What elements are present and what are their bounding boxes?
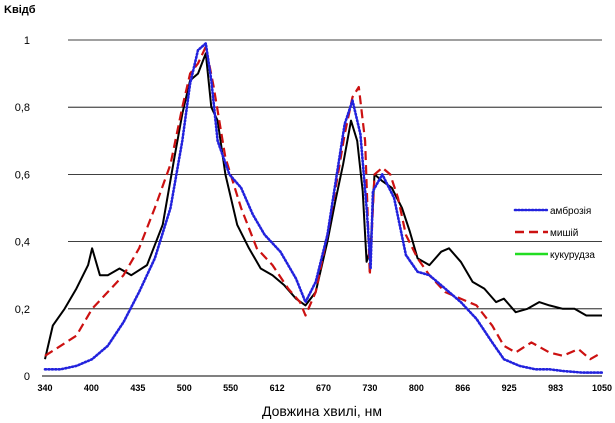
y-tick-label: 0,4	[15, 237, 30, 249]
y-axis-label: Kвідб	[4, 4, 36, 16]
y-tick-label: 0	[24, 371, 30, 383]
legend-entry: амброзія	[550, 205, 591, 217]
x-tick-labels: 340 400 435 500 550 612 670 730 800 866 925 983 1050	[37, 383, 612, 393]
series-line-2	[44, 52, 602, 360]
gridlines	[68, 39, 602, 310]
x-tick-label: 340	[37, 383, 52, 393]
series-line-0	[43, 42, 604, 374]
x-tick-label: 983	[548, 383, 563, 393]
y-tick-label: 0,8	[15, 102, 30, 114]
legend-entry: мишій	[550, 228, 578, 239]
y-tick-label: 0,6	[15, 169, 30, 181]
y-tick-label: 0,2	[15, 304, 30, 316]
x-tick-label: 800	[409, 383, 424, 393]
x-tick-label: 435	[130, 383, 145, 393]
y-tick-label: 1	[24, 35, 30, 47]
x-axis-label: Довжина хвилі, нм	[262, 403, 382, 419]
x-tick-label: 670	[316, 383, 331, 393]
x-tick-label: 866	[455, 383, 470, 393]
x-tick-label: 550	[223, 383, 238, 393]
x-tick-label: 500	[177, 383, 192, 393]
legend-entry: кукурудза	[550, 250, 595, 261]
series-line-1	[44, 45, 603, 361]
series-lines	[43, 42, 604, 374]
x-tick-label: 612	[270, 383, 285, 393]
x-tick-label: 1050	[592, 383, 612, 393]
x-tick-label: 730	[362, 383, 377, 393]
y-tick-labels: 0 0,2 0,4 0,6 0,8 1	[15, 35, 30, 383]
x-tick-label: 400	[84, 383, 99, 393]
legend: амброзія мишій кукурудза	[513, 205, 595, 261]
x-tick-label: 925	[502, 383, 517, 393]
